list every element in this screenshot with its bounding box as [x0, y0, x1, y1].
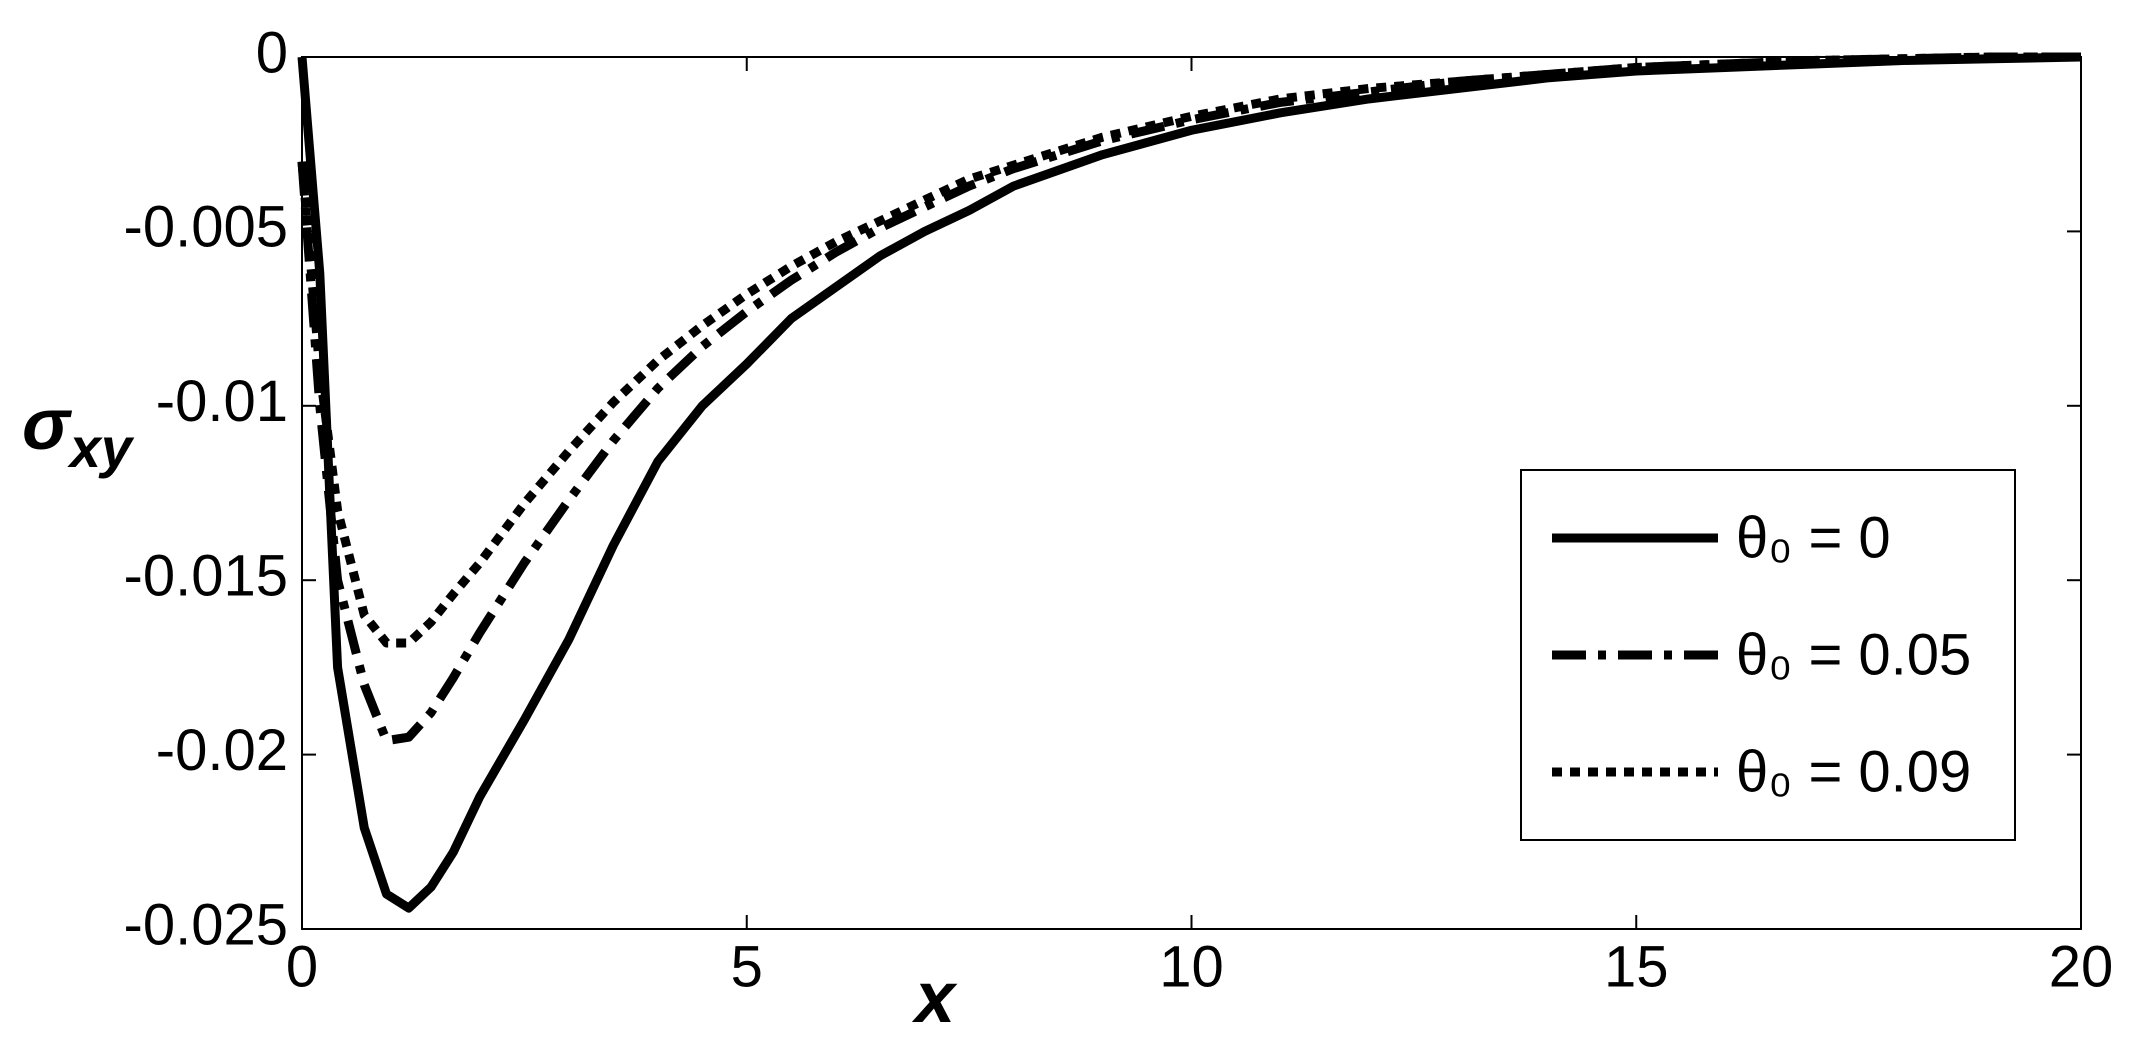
y-tick-label: -0.015 — [124, 544, 288, 609]
data-line — [297, 52, 2081, 746]
y-axis-label: σxy — [22, 385, 135, 479]
x-tick-label: 10 — [1159, 934, 1224, 999]
x-tick-label: 5 — [731, 934, 763, 999]
x-tick-label: 15 — [1604, 934, 1669, 999]
legend-label: θ₀ = 0.05 — [1736, 622, 1971, 687]
y-tick-label: 0 — [256, 20, 288, 85]
y-axis-symbol: σ — [22, 385, 73, 465]
y-tick-label: -0.025 — [124, 892, 288, 957]
y-tick-label: -0.005 — [124, 195, 288, 260]
y-tick-label: -0.02 — [156, 718, 288, 783]
x-tick-label: 0 — [286, 934, 318, 999]
x-axis-label: x — [911, 958, 958, 1038]
x-tick-label: 20 — [2049, 934, 2114, 999]
y-tick-label: -0.01 — [156, 369, 288, 434]
legend-label: θ₀ = 0.09 — [1736, 739, 1971, 804]
legend-label: θ₀ = 0 — [1736, 505, 1891, 570]
data-line — [297, 52, 2081, 648]
y-axis-subscript: xy — [67, 416, 135, 479]
legend-box — [1520, 469, 2016, 841]
